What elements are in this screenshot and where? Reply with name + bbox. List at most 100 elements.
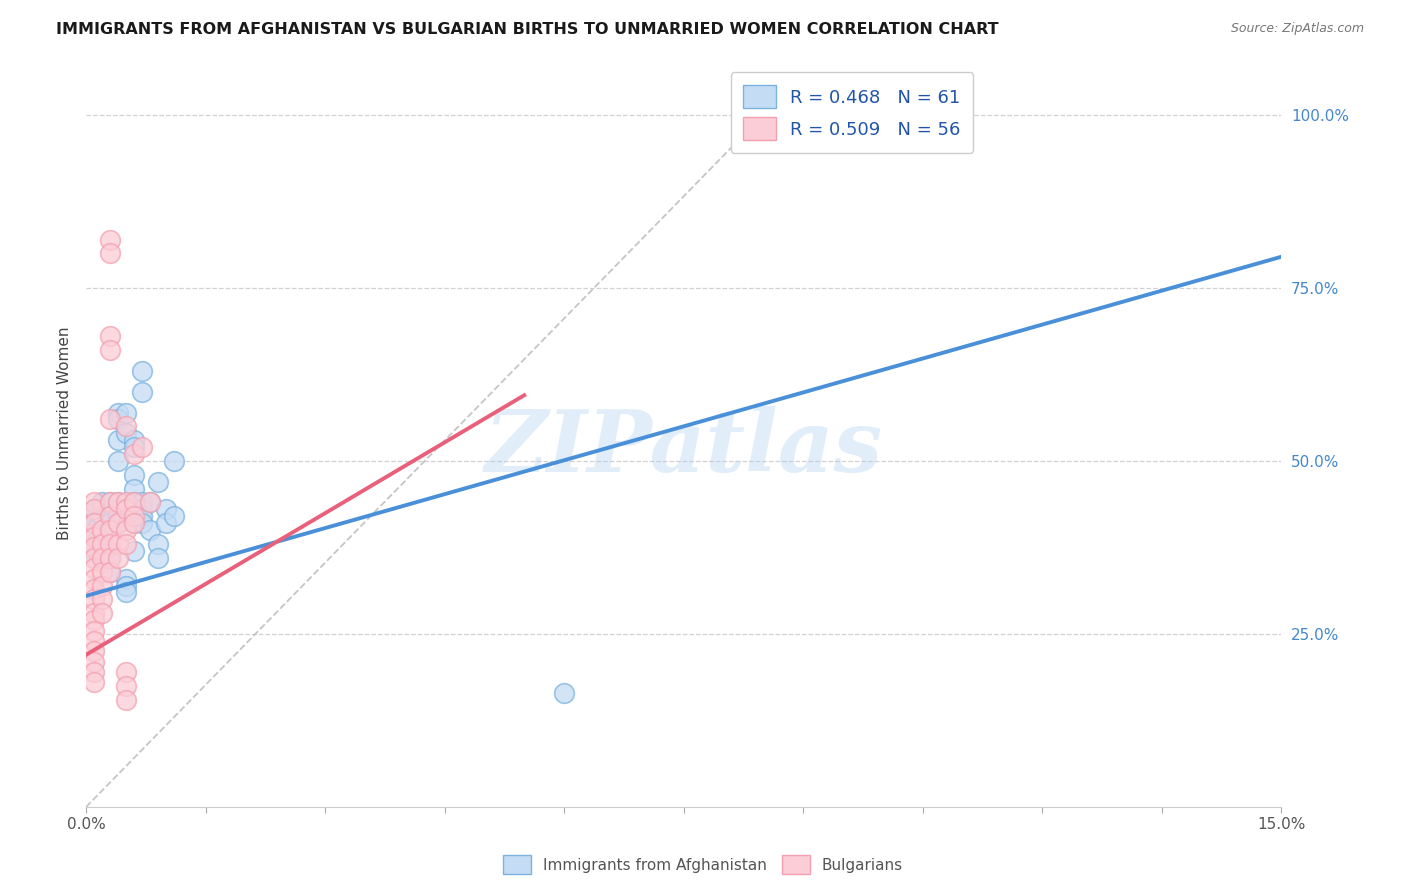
Point xyxy=(122,440,145,454)
Point xyxy=(122,544,145,558)
Point xyxy=(115,665,138,679)
Point xyxy=(98,495,121,509)
Point xyxy=(107,454,129,468)
Point xyxy=(98,548,121,562)
Point xyxy=(122,482,145,496)
Point xyxy=(98,329,121,343)
Point xyxy=(163,454,186,468)
Point xyxy=(91,495,114,509)
Point xyxy=(139,495,162,509)
Point xyxy=(83,572,105,586)
Point xyxy=(107,537,129,551)
Point xyxy=(98,565,121,579)
Point xyxy=(79,541,101,555)
Point xyxy=(122,467,145,482)
Point xyxy=(163,509,186,524)
Legend: R = 0.468   N = 61, R = 0.509   N = 56: R = 0.468 N = 61, R = 0.509 N = 56 xyxy=(731,72,973,153)
Point xyxy=(122,434,145,448)
Point xyxy=(155,516,177,531)
Point xyxy=(83,624,105,638)
Point xyxy=(98,509,121,524)
Point xyxy=(98,495,121,509)
Point xyxy=(83,537,105,551)
Text: Source: ZipAtlas.com: Source: ZipAtlas.com xyxy=(1230,22,1364,36)
Point xyxy=(98,246,121,260)
Point xyxy=(83,655,105,669)
Text: IMMIGRANTS FROM AFGHANISTAN VS BULGARIAN BIRTHS TO UNMARRIED WOMEN CORRELATION C: IMMIGRANTS FROM AFGHANISTAN VS BULGARIAN… xyxy=(56,22,998,37)
Point xyxy=(115,495,138,509)
Point xyxy=(83,502,105,516)
Point xyxy=(131,440,153,454)
Point xyxy=(107,502,129,516)
Point xyxy=(107,495,129,509)
Point xyxy=(83,561,105,575)
Point xyxy=(98,565,121,579)
Point xyxy=(91,509,114,524)
Point xyxy=(107,412,129,426)
Point xyxy=(83,544,105,558)
Point xyxy=(83,530,105,544)
Point xyxy=(115,585,138,599)
Point xyxy=(83,541,105,555)
Point xyxy=(83,582,105,596)
Point xyxy=(83,613,105,627)
Point xyxy=(83,516,105,531)
Point xyxy=(115,572,138,586)
Point xyxy=(98,550,121,565)
Point xyxy=(98,412,121,426)
Text: ZIPatlas: ZIPatlas xyxy=(485,407,883,490)
Point xyxy=(115,679,138,693)
Point xyxy=(98,513,121,527)
Y-axis label: Births to Unmarried Women: Births to Unmarried Women xyxy=(58,326,72,540)
Point xyxy=(122,516,145,531)
Point xyxy=(115,692,138,706)
Point xyxy=(83,550,105,565)
Point xyxy=(83,516,105,531)
Point xyxy=(98,233,121,247)
Point xyxy=(83,665,105,679)
Point xyxy=(139,495,162,509)
Point xyxy=(87,519,110,533)
Point xyxy=(91,537,114,551)
Point xyxy=(83,513,105,527)
Point xyxy=(83,506,105,520)
Point xyxy=(83,537,105,551)
Point xyxy=(115,523,138,537)
Point xyxy=(98,509,121,524)
Point xyxy=(139,523,162,537)
Point xyxy=(131,364,153,378)
Point xyxy=(131,502,153,516)
Point xyxy=(98,550,121,565)
Point xyxy=(115,426,138,441)
Point xyxy=(115,405,138,419)
Point xyxy=(83,633,105,648)
Point xyxy=(91,523,114,537)
Point xyxy=(107,516,129,531)
Point xyxy=(122,509,145,524)
Point xyxy=(79,526,101,541)
Point xyxy=(98,537,121,551)
Point xyxy=(83,495,105,509)
Point xyxy=(91,499,114,513)
Point xyxy=(83,502,105,516)
Point xyxy=(131,516,153,531)
Point xyxy=(122,447,145,461)
Point xyxy=(83,592,105,607)
Point xyxy=(146,475,169,489)
Point xyxy=(122,495,145,509)
Point xyxy=(752,108,775,122)
Point xyxy=(107,550,129,565)
Point xyxy=(91,550,114,565)
Point xyxy=(91,565,114,579)
Point xyxy=(98,544,121,558)
Point xyxy=(146,550,169,565)
Point xyxy=(91,578,114,592)
Point xyxy=(107,516,129,531)
Point xyxy=(83,644,105,658)
Point xyxy=(83,606,105,620)
Point xyxy=(91,544,114,558)
Point xyxy=(77,526,100,541)
Point xyxy=(115,578,138,592)
Point xyxy=(115,419,138,434)
Point xyxy=(91,592,114,607)
